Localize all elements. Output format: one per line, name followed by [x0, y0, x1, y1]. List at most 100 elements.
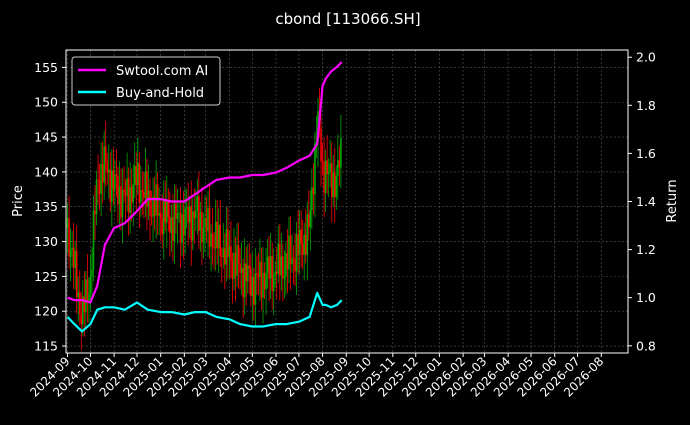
price-candle — [237, 222, 240, 289]
price-tick-label: 140 — [34, 164, 58, 179]
candle-body — [81, 296, 84, 325]
candle-body — [275, 271, 278, 274]
candle-body — [260, 261, 263, 298]
candle-body — [280, 256, 283, 276]
candle-body — [146, 171, 148, 207]
price-candle — [242, 258, 244, 319]
price-candle — [210, 224, 212, 272]
candle-body — [167, 199, 170, 218]
candle-body — [86, 279, 89, 301]
price-candle — [164, 180, 167, 232]
candle-body — [262, 272, 264, 298]
candle-body — [182, 214, 185, 236]
return-tick-label: 0.8 — [636, 338, 656, 353]
candle-body — [289, 235, 292, 265]
candle-body — [104, 146, 107, 163]
price-tick-label: 150 — [34, 95, 58, 110]
price-candle — [143, 172, 145, 218]
price-candle — [283, 250, 286, 299]
price-tick-label: 115 — [34, 339, 58, 354]
candle-body — [181, 214, 183, 243]
candle-body — [71, 247, 73, 250]
candle-body — [120, 186, 122, 218]
price-candle — [101, 141, 104, 204]
price-candle — [66, 203, 69, 254]
price-candle — [121, 168, 124, 244]
candle-body — [100, 164, 102, 195]
price-candle — [184, 187, 186, 255]
candle-body — [272, 274, 275, 292]
candle-body — [308, 214, 310, 227]
candle-body — [321, 161, 324, 163]
candle-body — [249, 268, 252, 297]
price-candle — [165, 175, 168, 248]
candle-body — [132, 184, 134, 203]
legend-label-ai: Swtool.com AI — [116, 64, 208, 79]
price-candle — [126, 152, 128, 212]
candle-body — [266, 256, 269, 273]
candle-body — [251, 277, 254, 297]
price-candle — [289, 216, 292, 290]
price-candle — [112, 147, 115, 206]
price-candle — [260, 247, 263, 311]
price-candle — [294, 233, 296, 287]
price-candle — [227, 207, 229, 279]
candle-body — [179, 212, 182, 243]
price-candle — [193, 188, 196, 244]
price-candle — [292, 245, 295, 285]
candle-body — [330, 163, 333, 198]
candle-body — [248, 265, 251, 269]
candle-body — [242, 267, 244, 298]
candle-body — [277, 243, 280, 274]
price-candle — [78, 270, 81, 326]
price-candle — [104, 120, 107, 187]
candle-body — [210, 233, 212, 247]
candle-body — [327, 172, 330, 175]
candle-body — [211, 233, 214, 247]
candle-body — [303, 234, 306, 255]
candle-body — [144, 171, 147, 198]
price-candle — [259, 238, 261, 301]
candle-body — [256, 273, 258, 275]
price-candle — [279, 223, 281, 301]
price-candle — [246, 244, 249, 294]
price-candles — [66, 87, 342, 350]
candle-body — [123, 189, 125, 194]
candle-body — [175, 203, 177, 219]
price-candle — [298, 210, 301, 275]
candle-body — [309, 210, 312, 227]
price-candle — [118, 161, 121, 229]
price-candle — [236, 223, 238, 287]
candle-body — [216, 221, 218, 248]
price-candle — [312, 163, 315, 215]
return-tick-label: 1.2 — [636, 242, 656, 257]
candle-body — [199, 211, 202, 231]
candle-body — [314, 143, 316, 195]
price-candle — [214, 199, 217, 271]
price-candle — [332, 154, 335, 207]
price-candle — [95, 170, 98, 226]
candle-body — [158, 213, 160, 216]
candle-body — [95, 179, 98, 215]
price-candle — [138, 152, 141, 228]
price-candle — [114, 159, 116, 213]
price-tick-label: 125 — [34, 269, 58, 284]
price-candle — [274, 260, 277, 288]
price-candle — [161, 193, 164, 249]
price-candle — [159, 200, 162, 242]
candle-body — [78, 292, 81, 315]
price-candle — [144, 147, 147, 218]
candle-body — [72, 247, 75, 268]
candle-body — [92, 210, 95, 270]
price-candle — [286, 228, 289, 294]
price-candle — [115, 148, 118, 198]
price-candle — [191, 197, 194, 251]
candle-body — [150, 215, 153, 217]
candle-body — [204, 218, 206, 228]
candle-body — [279, 243, 281, 276]
candle-body — [225, 229, 228, 265]
candle-body — [205, 218, 208, 232]
price-candle — [326, 134, 328, 195]
price-candle — [263, 262, 266, 300]
return-tick-label: 1.6 — [636, 146, 656, 161]
